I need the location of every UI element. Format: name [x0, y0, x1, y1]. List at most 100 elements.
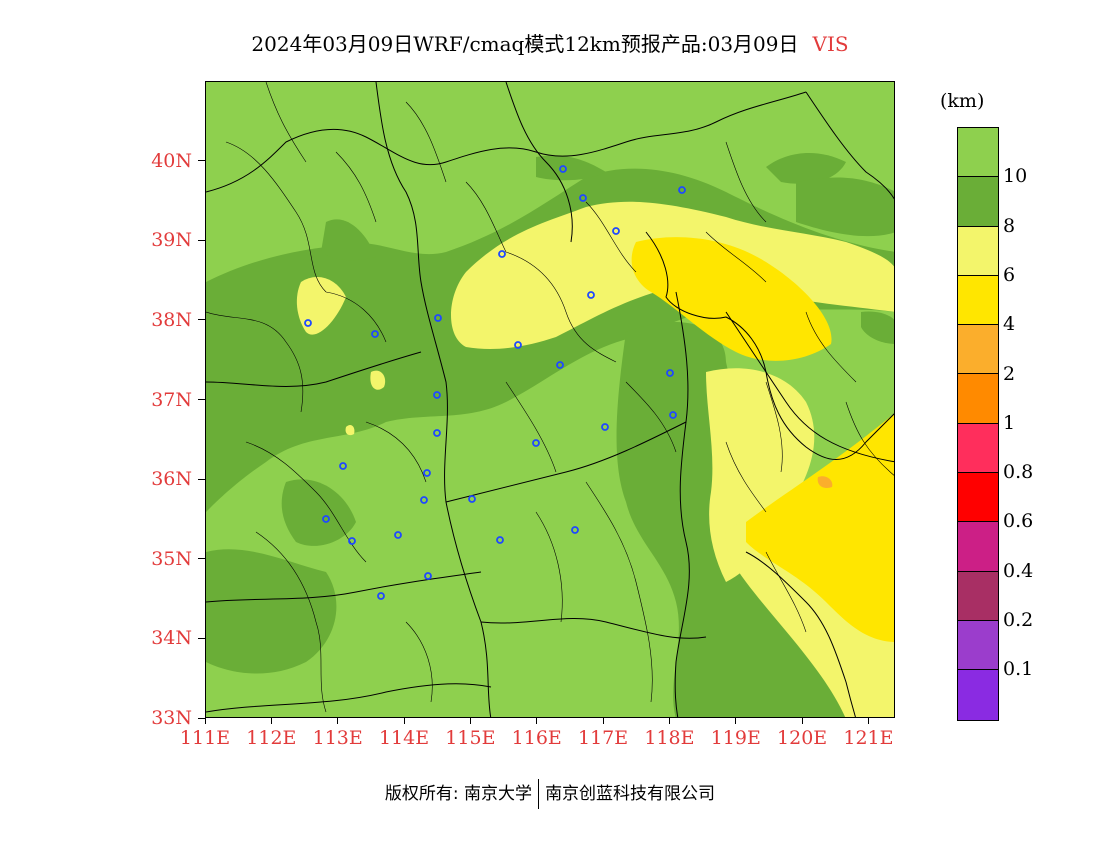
- station-marker: [423, 469, 431, 477]
- colorbar-swatch: [958, 423, 998, 474]
- colorbar-swatch: [958, 275, 998, 326]
- latitude-tick: [198, 239, 205, 241]
- colorbar-label: 10: [1003, 165, 1028, 188]
- station-marker: [371, 330, 379, 338]
- longitude-tick: [867, 718, 869, 724]
- latitude-label: 37N: [151, 388, 192, 411]
- longitude-label: 112E: [246, 727, 297, 749]
- station-marker: [434, 314, 442, 322]
- province-boundaries: [206, 82, 894, 717]
- station-marker: [339, 462, 347, 470]
- station-marker: [322, 515, 330, 523]
- longitude-tick: [536, 718, 538, 724]
- colorbar-swatch: [958, 571, 998, 621]
- title-main: 2024年03月09日WRF/cmaq模式12km预报产品:03月09日: [251, 32, 799, 56]
- county-boundaries: [206, 82, 894, 713]
- coastline: [645, 231, 894, 717]
- colorbar-swatch: [958, 177, 998, 227]
- colorbar-swatch: [958, 325, 998, 375]
- longitude-tick: [270, 718, 272, 724]
- latitude-tick: [198, 399, 205, 400]
- latitude-tick: [198, 160, 205, 162]
- latitude-tick: [198, 478, 205, 480]
- colorbar-label: 4: [1003, 313, 1016, 336]
- map-canvas: [206, 82, 894, 717]
- latitude-label: 36N: [151, 468, 192, 491]
- longitude-label: 116E: [511, 727, 562, 749]
- longitude-label: 117E: [577, 727, 629, 749]
- latitude-label: 34N: [151, 627, 192, 650]
- copyright-right: 南京创蓝科技有限公司: [545, 784, 716, 804]
- longitude-tick: [403, 718, 405, 724]
- latitude-label: 39N: [151, 229, 192, 252]
- longitude-tick: [602, 718, 604, 724]
- station-marker: [498, 250, 506, 258]
- station-marker: [601, 423, 609, 431]
- station-marker: [587, 291, 595, 299]
- vis-zones-4-6: [631, 237, 894, 642]
- chart-title: 2024年03月09日WRF/cmaq模式12km预报产品:03月09日 VIS: [0, 28, 1100, 57]
- colorbar-label: 6: [1003, 263, 1016, 286]
- colorbar-label: 0.2: [1003, 609, 1034, 631]
- colorbar-swatch: [958, 374, 998, 424]
- station-marker: [666, 369, 674, 377]
- longitude-label: 111E: [179, 727, 231, 749]
- latitude-label: 35N: [151, 547, 192, 570]
- colorbar: [957, 127, 999, 721]
- longitude-tick: [735, 718, 737, 724]
- station-marker: [612, 227, 620, 235]
- station-marker: [496, 536, 504, 544]
- longitude-label: 114E: [378, 727, 430, 749]
- station-marker: [669, 411, 677, 419]
- colorbar-unit: (km): [940, 90, 985, 112]
- colorbar-label: 0.8: [1003, 461, 1034, 484]
- station-marker: [424, 572, 432, 580]
- station-marker: [571, 526, 579, 534]
- longitude-label: 119E: [710, 727, 761, 749]
- colorbar-label: 0.1: [1003, 658, 1034, 681]
- station-marker: [348, 537, 356, 545]
- latitude-tick: [198, 558, 205, 560]
- colorbar-swatch: [958, 620, 998, 671]
- colorbar-swatch: [958, 473, 998, 523]
- latitude-tick: [198, 637, 205, 639]
- station-marker: [579, 194, 587, 202]
- station-marker: [433, 429, 441, 437]
- longitude-label: 113E: [312, 727, 363, 749]
- latitude-label: 33N: [151, 707, 192, 729]
- title-variable: VIS: [812, 32, 849, 56]
- longitude-tick: [801, 718, 803, 724]
- longitude-label: 121E: [843, 727, 894, 749]
- station-marker: [556, 361, 564, 369]
- station-marker: [433, 391, 441, 399]
- latitude-tick: [198, 717, 205, 719]
- copyright-footer: 版权所有: 南京大学 南京创蓝科技有限公司: [0, 779, 1100, 809]
- station-markers: [304, 165, 686, 600]
- longitude-label: 118E: [644, 727, 695, 749]
- longitude-label: 115E: [445, 727, 496, 749]
- station-marker: [514, 341, 522, 349]
- colorbar-label: 1: [1003, 411, 1016, 434]
- station-marker: [532, 439, 540, 447]
- colorbar-swatch: [958, 128, 998, 178]
- colorbar-label: 0.4: [1003, 559, 1034, 582]
- station-marker: [678, 186, 686, 194]
- station-marker: [420, 496, 428, 504]
- station-marker: [304, 319, 312, 327]
- colorbar-label: 2: [1003, 362, 1016, 385]
- visibility-map: [205, 81, 895, 718]
- station-marker: [559, 165, 567, 173]
- colorbar-swatch: [958, 670, 998, 720]
- copyright-left: 版权所有: 南京大学: [384, 784, 533, 804]
- footer-separator: [538, 779, 540, 809]
- station-marker: [394, 531, 402, 539]
- latitude-label: 38N: [151, 308, 192, 331]
- latitude-label: 40N: [151, 149, 192, 172]
- longitude-tick: [668, 718, 670, 724]
- longitude-tick: [337, 718, 339, 724]
- station-marker: [468, 495, 476, 503]
- colorbar-swatch: [958, 522, 998, 572]
- longitude-tick: [469, 718, 471, 724]
- colorbar-swatch: [958, 226, 998, 276]
- longitude-tick: [204, 718, 206, 724]
